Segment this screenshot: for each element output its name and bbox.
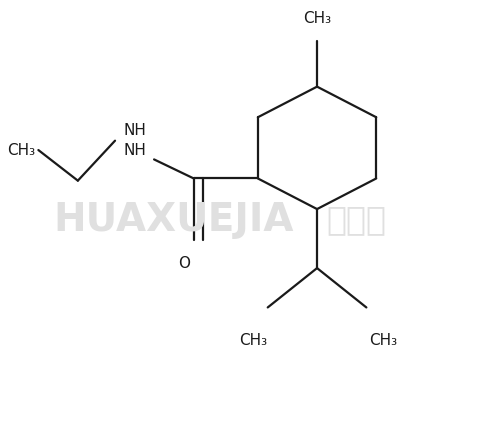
Text: HUAXUEJIA: HUAXUEJIA [54, 201, 294, 239]
Text: NH: NH [123, 123, 146, 138]
Text: CH₃: CH₃ [7, 143, 35, 158]
Text: O: O [178, 256, 190, 271]
Text: NH: NH [123, 143, 146, 158]
Text: CH₃: CH₃ [370, 333, 398, 348]
Text: 化学加: 化学加 [326, 203, 386, 237]
Text: CH₃: CH₃ [303, 11, 331, 26]
Text: CH₃: CH₃ [239, 333, 267, 348]
